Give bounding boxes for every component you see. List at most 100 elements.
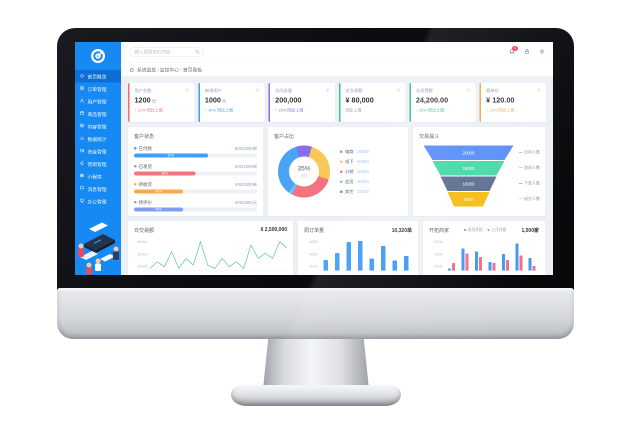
bar [448, 268, 452, 271]
content: 用户总数 1200元 ↑ 12% 同比上周 新增用户 1000元 ↑ 10% 同比上周 访问… [121, 77, 553, 275]
funnel-label: 成交人数 [519, 196, 540, 202]
sidebar-item-7[interactable]: 资金管理 [75, 145, 121, 158]
sidebar-item-2[interactable]: 订单管理 [75, 83, 121, 96]
sidebar-item-label: 营销管理 [87, 161, 107, 168]
progress-value: 400/1000单 [235, 181, 257, 187]
stat-card-unit: 元 [221, 98, 227, 104]
bar [515, 243, 519, 271]
stat-card-unit: 元 [151, 98, 156, 104]
legend-value: 10000 [357, 169, 369, 174]
funnel-stack: 20000 15000 10000 5000 [422, 146, 515, 208]
legend-item[interactable]: 本月开拓 [464, 227, 483, 233]
funnel-level-4: 5000 [448, 192, 490, 207]
legend-label: 线下 [345, 159, 354, 164]
bar [532, 266, 536, 271]
sidebar-item-9[interactable]: 小程序 [75, 170, 121, 183]
search-icon[interactable] [195, 49, 201, 56]
breadcrumb-item[interactable]: 系统监控 [137, 67, 157, 74]
sidebar-item-3[interactable]: 用户管理 [75, 95, 121, 108]
progress-label: 待评价 [138, 200, 153, 205]
stat-card-1: 用户总数 1200元 ↑ 12% 同比上周 [128, 83, 195, 122]
breadcrumb: 系统监控 / 监控中心 / 首页看板 [121, 62, 553, 77]
legend-item[interactable]: 会员 10000 [340, 179, 369, 185]
funnel-tick [519, 198, 523, 199]
progress-fill: 50% [134, 171, 196, 176]
bar [501, 254, 505, 271]
y-tick-label: 3000 [309, 264, 318, 269]
info-icon[interactable] [185, 88, 190, 94]
info-icon[interactable] [255, 88, 260, 94]
series-dot [134, 201, 137, 204]
y-axis-labels: 40000 30000 20000 [134, 240, 150, 269]
funnel-tick [519, 152, 523, 153]
y-tick-label: 40000 [137, 239, 148, 245]
sidebar-item-4[interactable]: 商品管理 [75, 108, 121, 121]
app-logo[interactable] [75, 42, 121, 70]
funnel-panel: 交易漏斗 20000 15000 10000 5000 访问人数 咨询人数 下单人数 成交人… [413, 127, 545, 216]
legend-dot [340, 190, 343, 193]
y-tick-label: 6000 [309, 251, 318, 257]
info-icon[interactable] [537, 88, 542, 94]
legend-value: 10000 [357, 189, 369, 194]
breadcrumb-item[interactable]: 监控中心 [159, 67, 179, 74]
notifications-button[interactable]: 4 [509, 45, 518, 56]
stat-card-title: 总交易额 [345, 88, 363, 93]
y-tick-label: 9000 [309, 239, 318, 245]
sidebar-menu: 首页概览订单管理用户管理 商品管理内容管理数据统计 资金管理营销管理小程序 消息管理办… [75, 70, 121, 208]
chart-icon [80, 136, 85, 143]
sidebar-item-1[interactable]: 首页概览 [75, 70, 121, 83]
progress-track: 50% [134, 171, 257, 176]
breadcrumb-item[interactable]: 首页看板 [182, 67, 202, 74]
legend-item[interactable]: 电商 10000 [340, 149, 369, 155]
legend-dot [340, 170, 343, 173]
progress-value: 400/1000元 [235, 199, 257, 205]
panel-title: 客户状态 [134, 134, 154, 140]
stat-card-value: ¥ 120.00 [486, 96, 515, 105]
funnel-level-1: 20000 [424, 146, 514, 161]
legend-item[interactable]: 分销 10000 [340, 169, 369, 175]
legend-item[interactable]: 线下 10000 [340, 159, 369, 165]
doc-icon [80, 86, 85, 93]
funnel-value: 10000 [462, 181, 475, 187]
bar-group [461, 248, 469, 271]
chat-icon [80, 186, 85, 193]
panel-title: 周订单量 [304, 228, 324, 234]
bar-group [448, 263, 456, 271]
target-logo-icon [91, 49, 105, 63]
legend-item[interactable]: 其它 10000 [340, 189, 369, 195]
progress-row: 已付款 600/1000单 60% [134, 145, 257, 158]
sidebar-item-label: 订单管理 [87, 86, 107, 93]
stat-card-5: 总消费额 24,200.00 ↓ 22% 同比上周 [409, 83, 476, 122]
bar [392, 260, 397, 271]
header-icons: 4 [509, 45, 545, 56]
sidebar-item-5[interactable]: 内容管理 [75, 120, 121, 133]
bar [475, 251, 479, 271]
legend-item[interactable]: 上月开拓 [487, 227, 506, 233]
legend-dot [340, 150, 343, 153]
y-tick-label: 6000 [434, 239, 443, 245]
lock-button[interactable] [524, 48, 530, 56]
y-tick-label: 30000 [137, 251, 148, 257]
line-chart [149, 240, 288, 271]
grouped-bar-chart [445, 240, 539, 271]
progress-value: 600/1000单 [235, 145, 257, 151]
funnel-level-3: 10000 [441, 177, 497, 192]
search-input[interactable] [129, 47, 204, 57]
sidebar-item-8[interactable]: 营销管理 [75, 158, 121, 171]
panel-title: 开拓商家 [429, 228, 449, 234]
legend-value: 10000 [357, 149, 369, 154]
stat-card-value: ¥ 80,000 [345, 96, 374, 105]
sidebar-item-6[interactable]: 数据统计 [75, 133, 121, 146]
sidebar-item-10[interactable]: 消息管理 [75, 183, 121, 196]
funnel-label-text: 成交人数 [524, 196, 540, 202]
sidebar-item-11[interactable]: 办公管理 [75, 195, 121, 208]
sidebar-item-label: 内容管理 [87, 124, 107, 130]
bar [488, 262, 492, 271]
bar [369, 258, 374, 271]
info-icon[interactable] [326, 88, 331, 94]
settings-button[interactable] [539, 48, 545, 56]
info-icon[interactable] [466, 88, 471, 94]
info-icon[interactable] [396, 88, 401, 94]
search [129, 47, 204, 57]
